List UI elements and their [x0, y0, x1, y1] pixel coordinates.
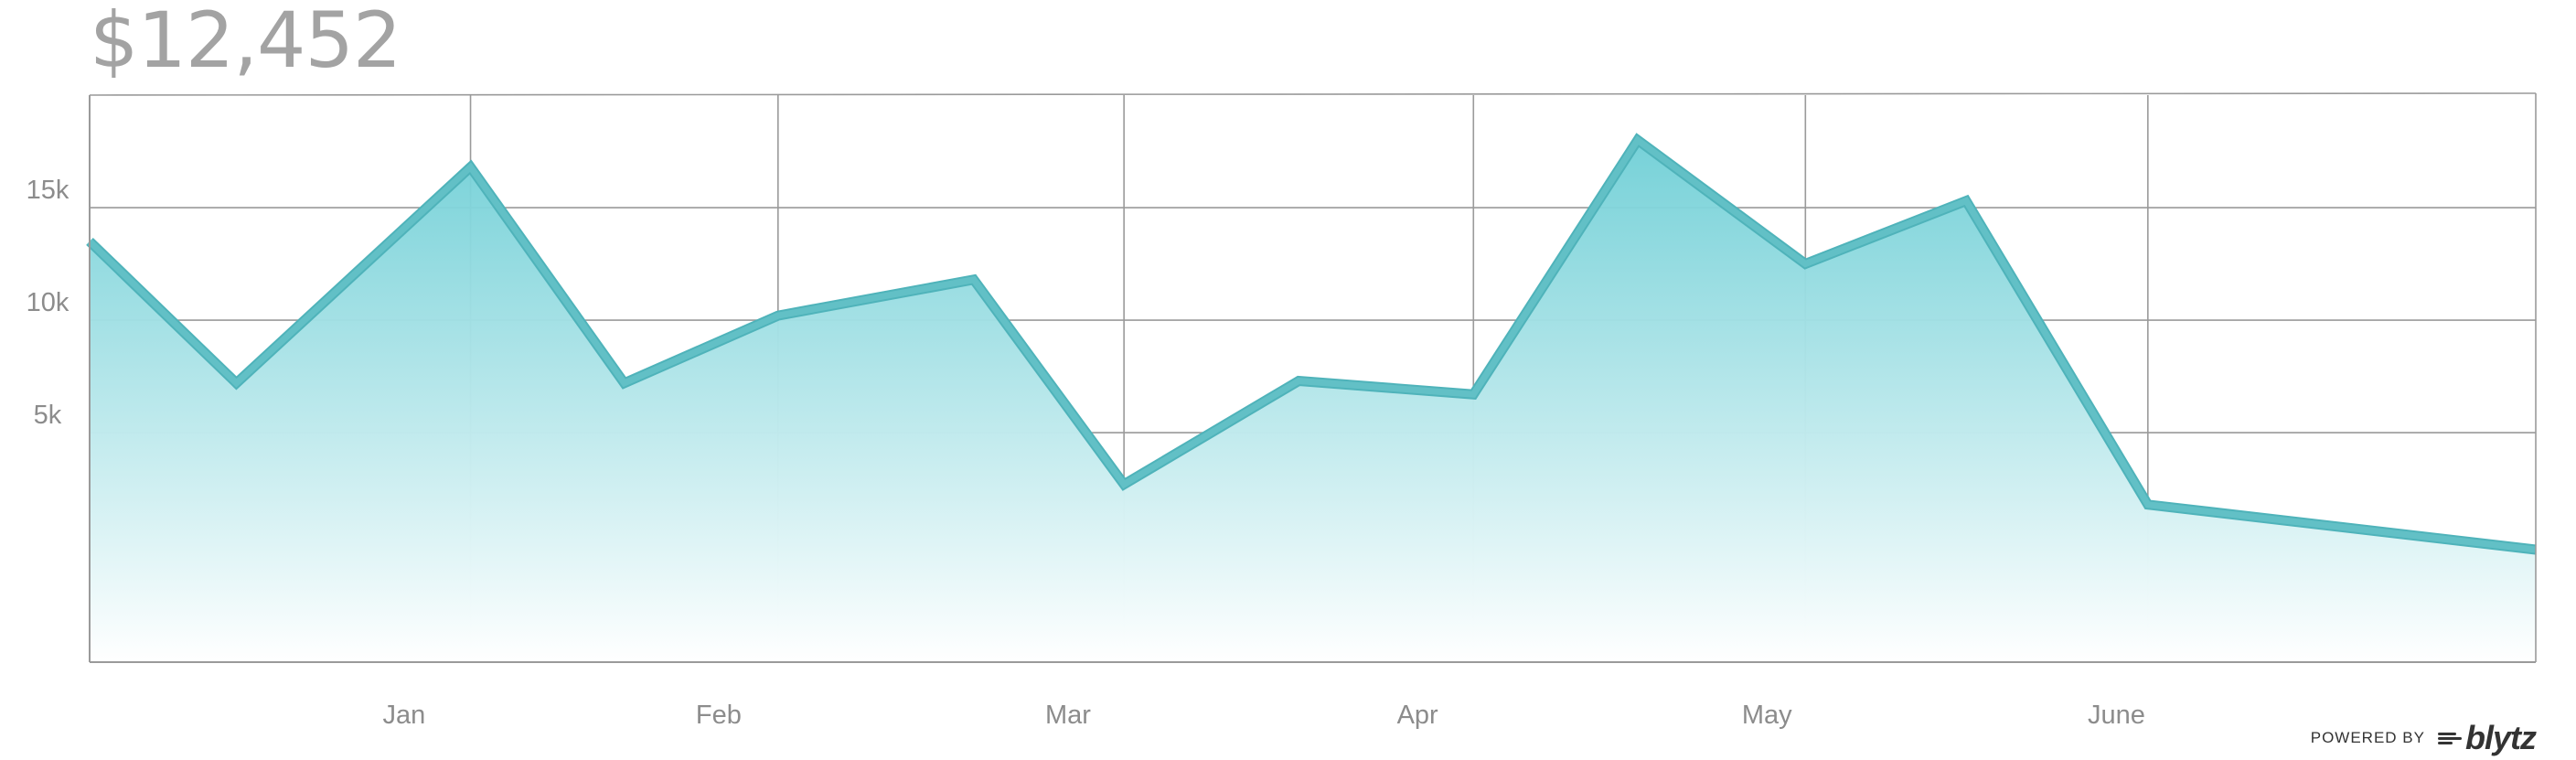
- x-tick-label: May: [1742, 701, 1792, 730]
- x-tick-label: Jan: [383, 701, 426, 730]
- x-tick-label: Apr: [1397, 701, 1438, 730]
- axis-labels: 5k 10k 15k Jan Feb Mar Apr May June: [27, 176, 2145, 730]
- powered-by-label: POWERED BY: [2310, 729, 2425, 746]
- plot-frame: [89, 92, 2537, 663]
- area-fill: [90, 140, 2536, 662]
- frame-top: [89, 92, 2537, 96]
- x-tick-label: Feb: [696, 701, 742, 730]
- y-tick-label: 5k: [34, 401, 62, 430]
- brand-logo: blytz: [2437, 719, 2537, 756]
- headline-value: $12,452: [90, 0, 401, 85]
- brand-name: blytz: [2464, 719, 2537, 756]
- y-tick-label: 15k: [27, 176, 69, 205]
- area-layer: [86, 133, 2537, 662]
- y-tick-label: 10k: [27, 288, 69, 317]
- series-line: [87, 135, 2537, 553]
- powered-by-badge[interactable]: POWERED BY blytz: [2310, 719, 2537, 756]
- x-tick-label: June: [2088, 701, 2145, 730]
- speed-lines-icon: [2437, 731, 2462, 745]
- x-tick-label: Mar: [1045, 701, 1091, 730]
